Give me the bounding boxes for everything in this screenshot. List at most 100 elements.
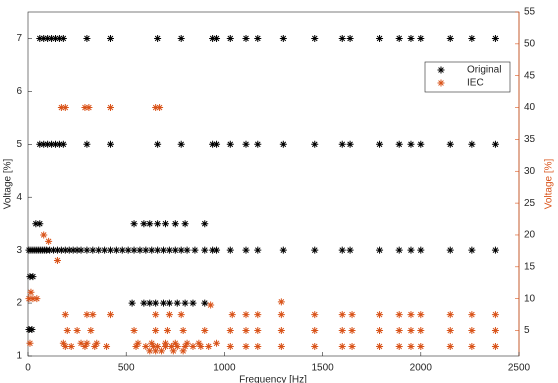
data-point — [468, 140, 476, 148]
y2-tick-label: 50 — [524, 38, 536, 49]
data-point — [417, 327, 425, 335]
data-point — [395, 342, 403, 350]
data-point — [254, 246, 262, 254]
data-point — [242, 34, 250, 42]
data-point — [106, 140, 114, 148]
y2-tick-label: 45 — [524, 70, 536, 81]
data-point — [134, 339, 142, 347]
data-point — [152, 299, 160, 307]
data-point — [140, 299, 148, 307]
data-point — [446, 246, 454, 254]
data-point — [36, 140, 44, 148]
data-point — [183, 246, 191, 254]
data-point — [152, 327, 160, 335]
x-tick-label: 0 — [25, 363, 31, 374]
data-point — [179, 347, 187, 355]
x-tick-label: 2500 — [508, 363, 531, 374]
data-point — [25, 295, 33, 303]
data-point — [158, 347, 166, 355]
data-point — [161, 342, 169, 350]
data-point — [189, 299, 197, 307]
data-point — [201, 327, 209, 335]
data-point — [160, 299, 168, 307]
legend-marker — [437, 66, 445, 74]
data-point — [311, 34, 319, 42]
data-point — [161, 220, 169, 228]
y-tick-label: 7 — [16, 33, 22, 44]
y2-tick-label: 40 — [524, 102, 536, 113]
y2-axis-label: Voltage [%] — [544, 158, 555, 209]
data-point — [207, 301, 215, 309]
data-point — [89, 246, 97, 254]
data-point — [254, 327, 262, 335]
data-point — [57, 104, 65, 112]
data-point — [279, 246, 287, 254]
data-point — [152, 104, 160, 112]
data-point — [51, 140, 59, 148]
y-tick-label: 2 — [16, 298, 22, 309]
data-point — [44, 34, 52, 42]
data-point — [29, 295, 37, 303]
data-point — [83, 339, 91, 347]
y2-tick-label: 55 — [524, 7, 536, 18]
data-point — [468, 311, 476, 319]
data-point — [61, 311, 69, 319]
data-point — [177, 140, 185, 148]
data-point — [395, 140, 403, 148]
data-point — [59, 339, 67, 347]
data-point — [165, 311, 173, 319]
data-point — [181, 299, 189, 307]
data-point — [130, 246, 138, 254]
data-point — [395, 311, 403, 319]
data-point — [338, 34, 346, 42]
data-point — [118, 246, 126, 254]
data-point — [395, 327, 403, 335]
data-point — [106, 104, 114, 112]
y2-tick-label: 10 — [524, 293, 536, 304]
x-tick-label: 500 — [118, 363, 135, 374]
data-point — [29, 273, 37, 281]
data-point — [201, 220, 209, 228]
x-tick-label: 2000 — [410, 363, 433, 374]
data-point — [148, 339, 156, 347]
data-point — [146, 347, 154, 355]
data-point — [201, 299, 209, 307]
data-point — [106, 311, 114, 319]
data-point — [167, 342, 175, 350]
data-point — [407, 34, 415, 42]
data-point — [81, 104, 89, 112]
data-point — [209, 140, 217, 148]
legend-marker — [437, 79, 445, 87]
data-point — [171, 246, 179, 254]
data-point — [376, 327, 384, 335]
data-point — [277, 311, 285, 319]
data-point — [226, 34, 234, 42]
data-point — [209, 34, 217, 42]
data-point — [130, 220, 138, 228]
data-point — [205, 342, 213, 350]
data-point — [28, 326, 36, 334]
data-point — [146, 299, 154, 307]
data-point — [179, 327, 187, 335]
y2-tick-label: 25 — [524, 198, 536, 209]
legend-box — [424, 61, 511, 93]
data-point — [209, 246, 217, 254]
data-point — [103, 342, 111, 350]
data-point — [279, 34, 287, 42]
data-point — [154, 220, 162, 228]
data-point — [69, 246, 77, 254]
data-point — [189, 342, 197, 350]
y2-tick-label: 5 — [524, 325, 530, 336]
legend-label: IEC — [467, 78, 484, 89]
data-point — [446, 342, 454, 350]
data-point — [156, 104, 164, 112]
data-point — [468, 246, 476, 254]
data-point — [46, 246, 54, 254]
data-point — [348, 342, 356, 350]
data-point — [177, 311, 185, 319]
data-point — [395, 246, 403, 254]
data-point — [491, 140, 499, 148]
x-tick-label: 1500 — [311, 363, 334, 374]
data-point — [26, 339, 34, 347]
data-point — [376, 246, 384, 254]
